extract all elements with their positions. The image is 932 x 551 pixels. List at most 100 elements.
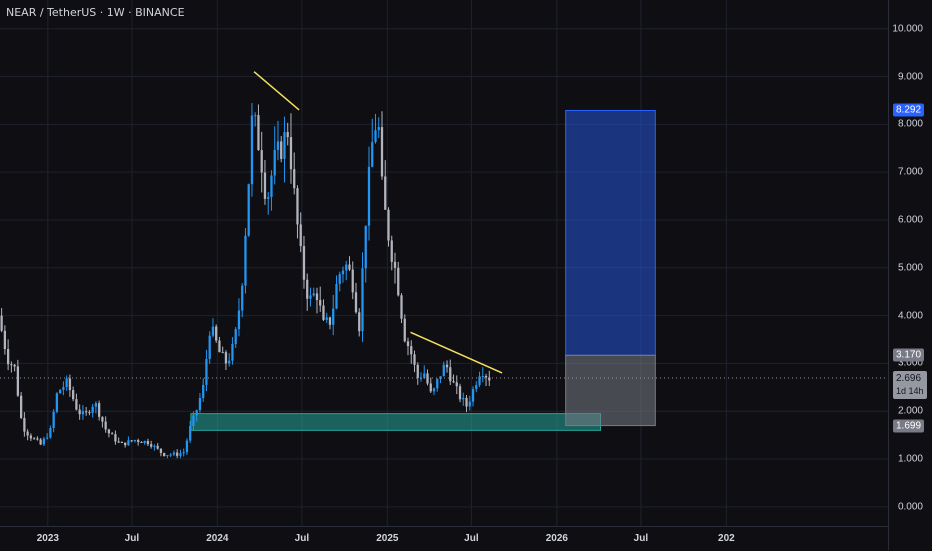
candle-body: [185, 440, 189, 453]
candle-body: [458, 386, 462, 400]
candle-body: [276, 141, 280, 150]
candle-body: [400, 295, 403, 319]
candle-body: [104, 421, 107, 430]
price-tick: 4.000: [897, 310, 923, 322]
candle-body: [169, 454, 172, 456]
candle-body: [478, 376, 481, 386]
candle-body: [211, 326, 215, 336]
candle-body: [397, 267, 400, 296]
candle-body: [328, 317, 332, 325]
candle-body: [465, 397, 468, 407]
candle-body: [94, 403, 98, 407]
chart-canvas[interactable]: [0, 0, 888, 526]
candle-body: [455, 382, 458, 387]
time-tick: 2023: [36, 533, 59, 544]
candle-body: [423, 373, 426, 378]
time-tick: Jul: [464, 533, 479, 544]
time-tick: 2025: [376, 533, 399, 544]
candle-body: [101, 416, 104, 422]
zone-support: [190, 413, 602, 431]
price-tick: 7.000: [897, 166, 923, 178]
candle-body: [283, 132, 286, 159]
candle-body: [198, 398, 202, 411]
candle-body: [202, 384, 205, 399]
candle-body: [332, 308, 335, 325]
candle-body: [358, 312, 361, 332]
price-label: 8.292: [893, 103, 925, 117]
candle-body: [419, 377, 423, 379]
candle-body: [250, 115, 254, 185]
price-label-value: 2.696: [896, 372, 922, 384]
candle-body: [377, 127, 380, 131]
candle-body: [273, 149, 276, 176]
candle-body: [475, 385, 478, 390]
candle-body: [32, 438, 36, 440]
price-scale[interactable]: 10.000 9.000 8.000 7.000 6.000 5.000 4.000 3.00…: [888, 0, 932, 550]
candle-body: [156, 445, 159, 449]
candle-body: [218, 340, 221, 353]
candle-body: [241, 285, 244, 311]
candle-body: [445, 364, 449, 368]
time-tick: 2026: [545, 533, 568, 544]
price-label: 3.170: [893, 348, 925, 362]
candle-body: [221, 352, 224, 354]
candle-body: [231, 343, 234, 361]
candle-body: [322, 305, 325, 320]
candle-body: [6, 349, 10, 365]
candle-body: [49, 428, 52, 438]
candle-body: [127, 440, 130, 446]
candle-body: [371, 142, 374, 167]
candle-body: [42, 438, 46, 445]
candle-body: [293, 169, 296, 189]
candle-body: [189, 425, 192, 441]
candle-body: [429, 383, 432, 392]
candle-body: [263, 172, 267, 199]
candle-body: [137, 440, 140, 442]
candle-body: [10, 364, 13, 366]
candle-body: [81, 411, 85, 415]
candle-body: [150, 444, 153, 447]
candle-body: [471, 389, 475, 402]
candle-body: [289, 137, 293, 170]
zones: [190, 109, 656, 431]
time-scale[interactable]: 2023 Jul 2024 Jul 2025 Jul 2026 Jul 202: [0, 526, 888, 551]
time-tick: 2024: [206, 533, 229, 544]
candle-body: [176, 452, 179, 456]
candle-body: [146, 440, 150, 445]
candle-body: [68, 378, 72, 391]
candle-body: [130, 440, 133, 442]
candle-body: [488, 377, 491, 381]
candle-body: [361, 268, 364, 332]
candle-body: [208, 335, 211, 359]
price-label: 2.696 1d 14h: [893, 370, 927, 399]
candle-body: [257, 115, 260, 151]
candle-body: [354, 292, 358, 313]
candle-body: [237, 310, 241, 330]
candle-body: [205, 358, 208, 385]
candle-body: [413, 354, 416, 365]
candle-body: [39, 439, 42, 445]
candle-body: [384, 176, 387, 210]
candle-body: [19, 395, 23, 418]
candle-body: [338, 274, 341, 284]
grid: [0, 0, 888, 526]
candle-body: [159, 448, 163, 453]
candle-body: [351, 269, 354, 293]
candle-body: [215, 326, 218, 341]
candle-body: [410, 346, 413, 355]
candle-body: [166, 455, 169, 457]
candle-body: [140, 441, 143, 443]
candle-body: [143, 440, 146, 443]
price-tick: 10.000: [892, 23, 923, 35]
candle-body: [91, 406, 94, 413]
candle-body: [319, 300, 322, 306]
candle-body: [13, 364, 16, 367]
countdown-label: 1d 14h: [896, 385, 924, 396]
trendline: [253, 71, 300, 111]
candle-body: [374, 130, 377, 143]
candle-body: [462, 397, 465, 400]
candle-body: [244, 235, 247, 286]
candle-body: [306, 279, 309, 299]
candle-body: [299, 224, 302, 247]
candle-body: [270, 175, 273, 198]
